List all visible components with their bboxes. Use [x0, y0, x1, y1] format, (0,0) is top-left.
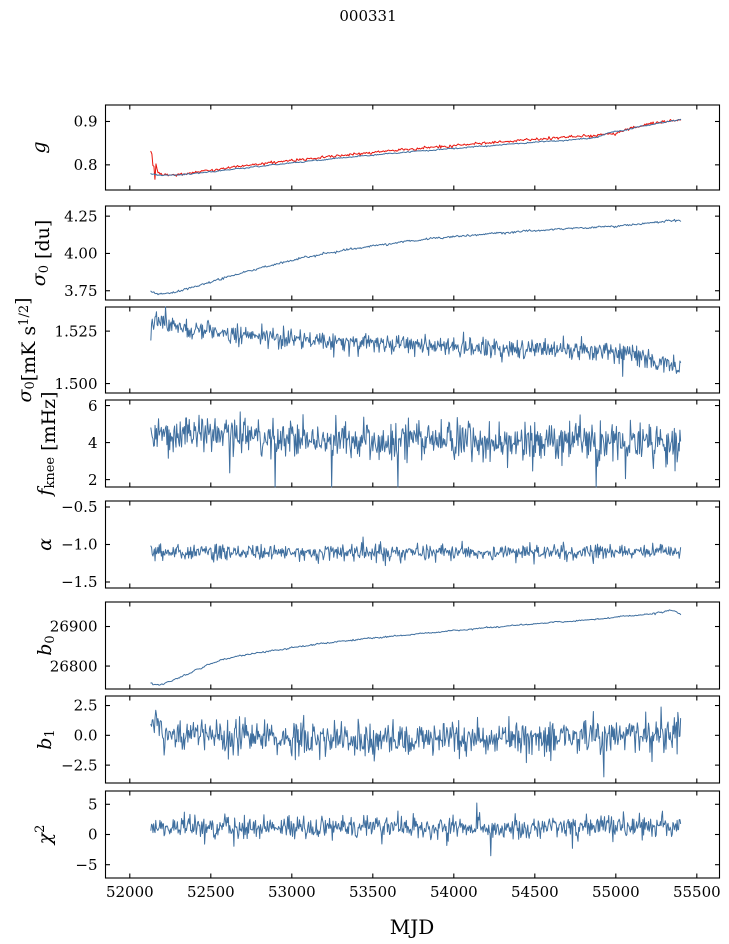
x-tick-label: 52500: [187, 883, 235, 901]
y-tick-label: 6: [88, 397, 98, 415]
series-sigma0-du: [150, 218, 682, 296]
panel-alpha: [104, 500, 721, 589]
x-tick-label: 54500: [511, 883, 559, 901]
axes-frame: [104, 306, 721, 394]
y-tick-label: 4.00: [64, 245, 97, 263]
y-tick-label: 0.0: [74, 727, 98, 745]
y-tick-label: 0.9: [74, 113, 98, 131]
y-tick-label: 4: [88, 434, 98, 452]
y-tick-label: −1.0: [61, 536, 97, 554]
y-axis-label: χ2: [33, 825, 57, 847]
y-axis-label: b0: [34, 635, 58, 655]
x-tick-label: 53500: [349, 883, 397, 901]
axes-frame: [104, 399, 721, 488]
y-tick-label: 0: [88, 826, 98, 844]
panel-sigma0-mk: [104, 306, 721, 394]
x-tick-label: 53000: [268, 883, 316, 901]
y-tick-label: −1.5: [61, 573, 97, 591]
y-tick-label: 2.5: [74, 697, 98, 715]
y-tick-label: 26800: [50, 657, 98, 675]
axes-frame: [104, 500, 721, 589]
x-tick-label: 52000: [106, 883, 154, 901]
series-b0: [150, 609, 682, 686]
panel-gain-fit: [104, 104, 721, 191]
axes-frame: [104, 790, 721, 879]
y-tick-label: −2.5: [61, 756, 97, 774]
axes-frame: [104, 601, 721, 690]
y-tick-label: 2: [88, 471, 98, 489]
axes-frame: [104, 104, 721, 191]
series-alpha: [150, 536, 682, 567]
series-f-knee: [150, 411, 682, 488]
panel-sigma0-du: [104, 205, 721, 301]
series-b1: [150, 706, 682, 778]
series-gain-fit: [150, 118, 682, 180]
figure-title: 000331: [339, 7, 396, 25]
y-axis-label: σ0 [du]: [28, 220, 54, 287]
x-axis-label: MJD: [390, 915, 435, 939]
series-gain-raw: [150, 118, 682, 177]
y-axis-label: b1: [34, 729, 58, 749]
axes-frame: [104, 695, 721, 784]
panel-b1: [104, 695, 721, 784]
y-tick-label: 5: [88, 795, 98, 813]
series-sigma0-mk: [150, 306, 682, 377]
panel-f-knee: [104, 399, 721, 488]
panel-chi2: [104, 790, 721, 879]
x-tick-label: 55500: [673, 883, 721, 901]
series-chi2: [150, 802, 682, 857]
y-tick-label: 4.25: [64, 207, 97, 225]
y-tick-label: 1.525: [55, 322, 98, 340]
y-tick-label: 3.75: [64, 282, 97, 300]
y-tick-label: 0.8: [74, 156, 98, 174]
y-tick-label: −0.5: [61, 498, 97, 516]
x-tick-label: 54000: [430, 883, 478, 901]
y-tick-label: 1.500: [55, 375, 98, 393]
y-tick-label: −5: [75, 856, 97, 874]
y-axis-label: fknee [mHz]: [34, 391, 60, 497]
panel-b0: [104, 601, 721, 690]
y-axis-label: g: [28, 141, 50, 153]
y-tick-label: 26900: [50, 618, 98, 636]
x-tick-label: 55000: [592, 883, 640, 901]
y-axis-label: α: [34, 538, 56, 551]
y-axis-label: σ0[mK s1/2]: [12, 297, 40, 402]
